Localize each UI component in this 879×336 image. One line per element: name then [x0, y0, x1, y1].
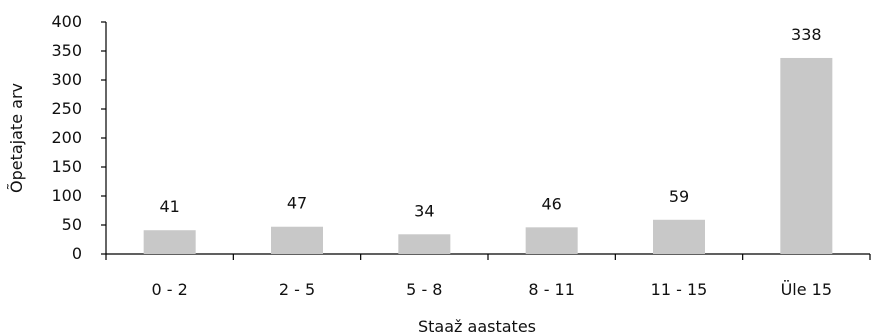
bar	[143, 230, 196, 254]
x-tick-label: 11 - 15	[651, 280, 708, 299]
x-tick-label: 0 - 2	[152, 280, 188, 299]
x-tick-label: 5 - 8	[406, 280, 442, 299]
data-label: 46	[541, 194, 561, 213]
x-axis: 0 - 2 2 - 5 5 - 8 8 - 11 11 - 15 Üle 15	[105, 253, 871, 299]
x-tick-label: 8 - 11	[528, 280, 574, 299]
data-label: 59	[669, 187, 689, 206]
data-label: 338	[791, 25, 822, 44]
data-label: 47	[287, 194, 307, 213]
bars	[143, 57, 833, 255]
bar	[780, 57, 833, 255]
y-tick-label: 0	[72, 244, 82, 263]
y-tick-label: 400	[51, 12, 82, 31]
data-label: 41	[159, 197, 179, 216]
bar	[653, 219, 705, 254]
bar	[525, 227, 578, 254]
y-axis: 0 50 100 150 200 250 300 350 400	[51, 12, 107, 263]
y-tick-label: 200	[51, 128, 82, 147]
y-axis-title: Õpetajate arv	[7, 83, 26, 193]
y-tick-label: 150	[51, 157, 82, 176]
bar	[398, 234, 451, 254]
data-label: 34	[414, 201, 434, 220]
y-tick-label: 300	[51, 70, 82, 89]
x-tick-label: Üle 15	[781, 280, 832, 299]
y-tick-label: 350	[51, 41, 82, 60]
y-tick-label: 100	[51, 186, 82, 205]
x-axis-title: Staaž aastates	[418, 317, 536, 336]
y-tick-label: 50	[62, 215, 82, 234]
data-labels: 41 47 34 46 59 338	[159, 25, 821, 220]
bar	[271, 226, 323, 254]
x-tick-label: 2 - 5	[279, 280, 315, 299]
y-tick-label: 250	[51, 99, 82, 118]
